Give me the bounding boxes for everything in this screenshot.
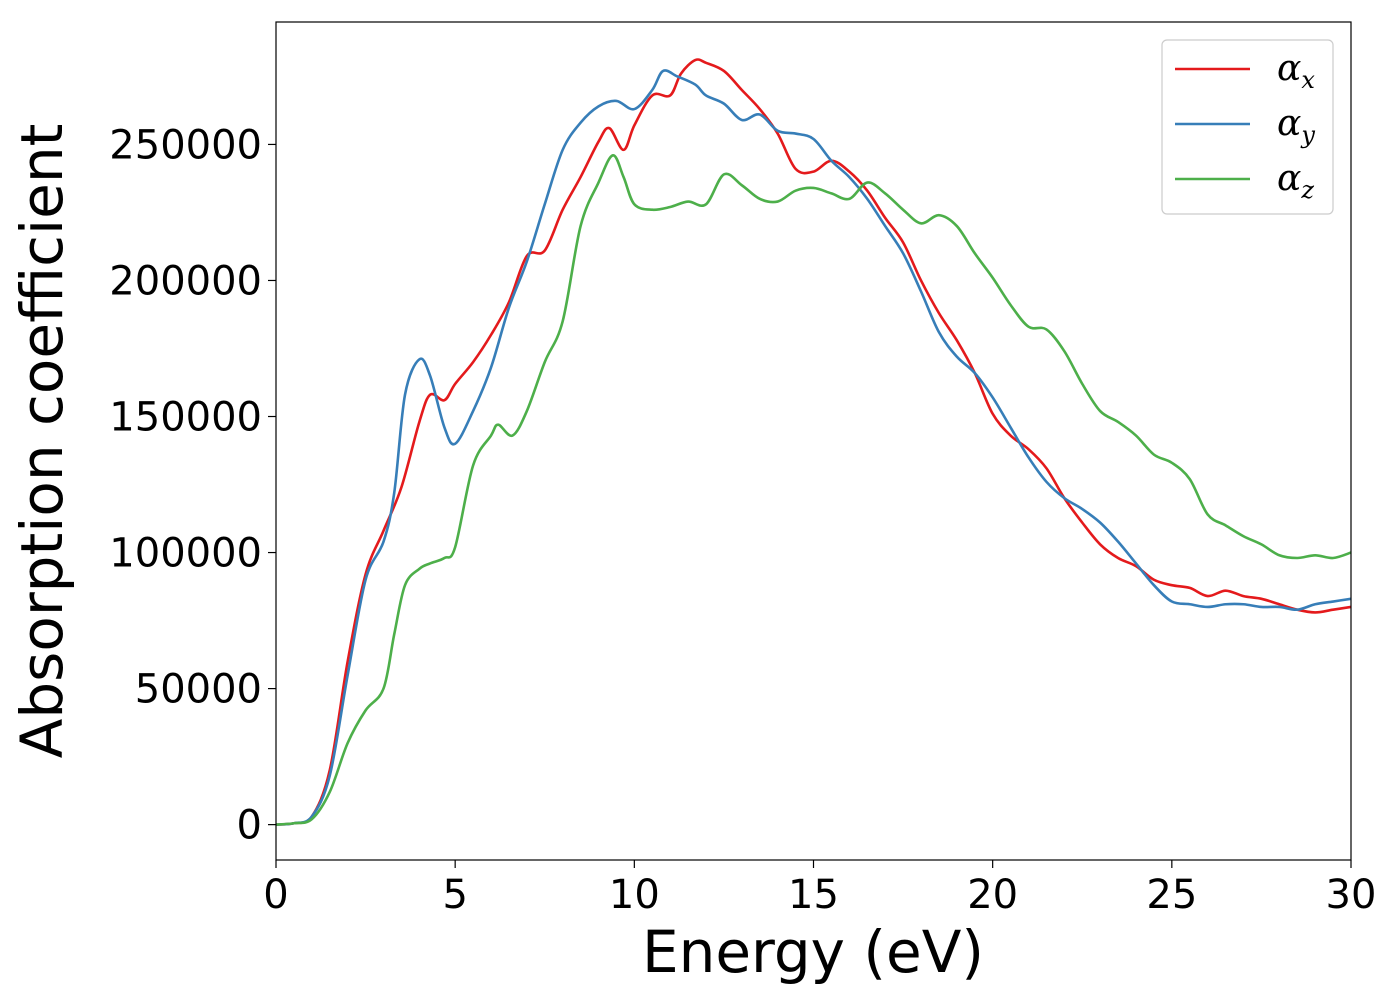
y-tick-label: 100000 [109,531,262,577]
y-tick-label: 250000 [109,122,262,168]
x-tick-label: 20 [967,872,1018,918]
x-axis-label: Energy (eV) [642,918,984,986]
legend-box [1161,39,1334,215]
x-tick-label: 5 [442,872,467,918]
y-tick-label: 150000 [109,395,262,441]
plot-lines [276,58,1351,826]
x-axis-ticks: 0 5 10 15 20 25 30 [263,860,1376,918]
x-tick-label: 10 [609,872,660,918]
x-tick-label: 25 [1146,872,1197,918]
series-line-z [276,154,1351,826]
y-tick-label: 0 [237,803,262,849]
y-tick-label: 50000 [135,667,262,713]
y-axis-ticks: 0 50000 100000 150000 200000 250000 [109,122,276,849]
series-line-y [276,69,1351,826]
y-axis-label: Absorption coefficient [8,124,76,759]
x-tick-label: 0 [263,872,288,918]
x-tick-label: 30 [1326,872,1377,918]
series-line-x [276,58,1351,826]
x-tick-label: 15 [788,872,839,918]
y-tick-label: 200000 [109,258,262,304]
